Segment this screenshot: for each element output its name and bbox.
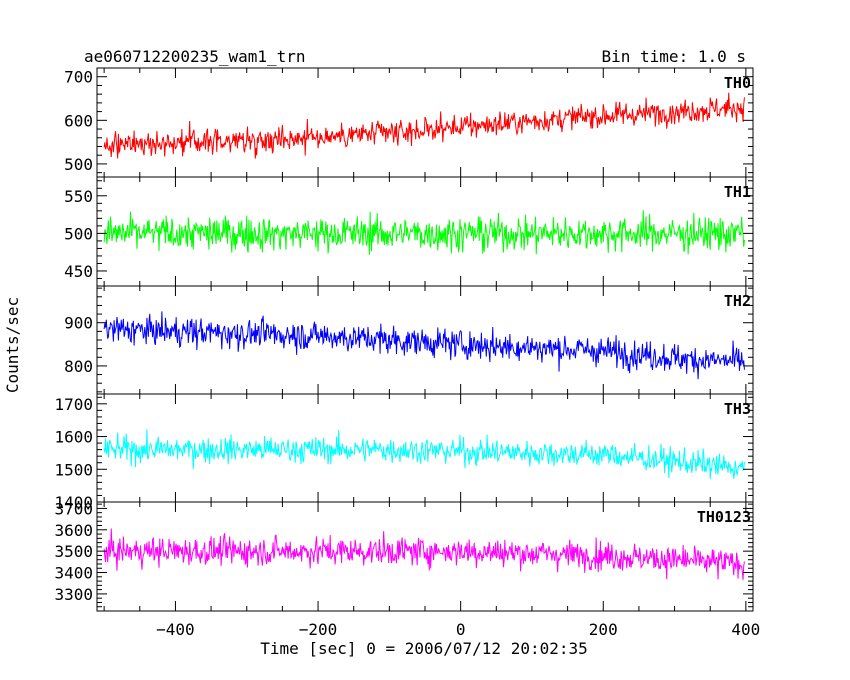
y-tick-label-th2: 900 bbox=[64, 314, 93, 333]
y-tick-label-th0123: 3400 bbox=[54, 564, 93, 583]
y-tick-label-th0123: 3300 bbox=[54, 585, 93, 604]
x-tick-label: 200 bbox=[589, 620, 618, 639]
panel-label-th1: TH1 bbox=[724, 183, 751, 201]
y-tick-label-th3: 1400 bbox=[54, 493, 93, 512]
y-tick-label-th1: 550 bbox=[64, 187, 93, 206]
y-axis-label: Counts/sec bbox=[3, 297, 22, 393]
x-tick-label: 0 bbox=[456, 620, 466, 639]
y-tick-label-th0: 700 bbox=[64, 68, 93, 87]
panels-group: 500 600 700 TH0 450 500 550 TH1 800 900 TH2 1400 150… bbox=[54, 67, 760, 639]
series-line-th0123 bbox=[103, 528, 745, 580]
y-tick-label-th0: 600 bbox=[64, 111, 93, 130]
series-line-th0 bbox=[103, 92, 745, 159]
x-tick-label: −200 bbox=[299, 620, 338, 639]
y-tick-label-th0123: 3500 bbox=[54, 542, 93, 561]
panel-label-th2: TH2 bbox=[724, 292, 751, 310]
y-tick-label-th1: 450 bbox=[64, 262, 93, 281]
y-tick-label-th0123: 3600 bbox=[54, 521, 93, 540]
series-line-th2 bbox=[103, 311, 745, 380]
y-tick-label-th3: 1700 bbox=[54, 395, 93, 414]
bin-time-label: Bin time: 1.0 s bbox=[602, 47, 747, 66]
x-axis-label: Time [sec] 0 = 2006/07/12 20:02:35 bbox=[260, 639, 588, 658]
y-tick-label-th1: 500 bbox=[64, 224, 93, 243]
x-tick-label: 400 bbox=[731, 620, 760, 639]
panel-label-th0: TH0 bbox=[724, 74, 751, 92]
y-tick-label-th0: 500 bbox=[64, 155, 93, 174]
x-tick-label: −400 bbox=[156, 620, 195, 639]
panel-label-th3: TH3 bbox=[724, 400, 751, 418]
y-tick-label-th3: 1500 bbox=[54, 460, 93, 479]
series-line-th1 bbox=[103, 210, 745, 255]
chart-title: ae060712200235_wam1_trn bbox=[84, 47, 306, 66]
panel-label-th0123: TH0123 bbox=[697, 508, 751, 526]
y-tick-label-th2: 800 bbox=[64, 357, 93, 376]
series-line-th3 bbox=[103, 429, 745, 480]
y-tick-label-th3: 1600 bbox=[54, 428, 93, 447]
y-tick-label-th0123: 3700 bbox=[54, 499, 93, 518]
